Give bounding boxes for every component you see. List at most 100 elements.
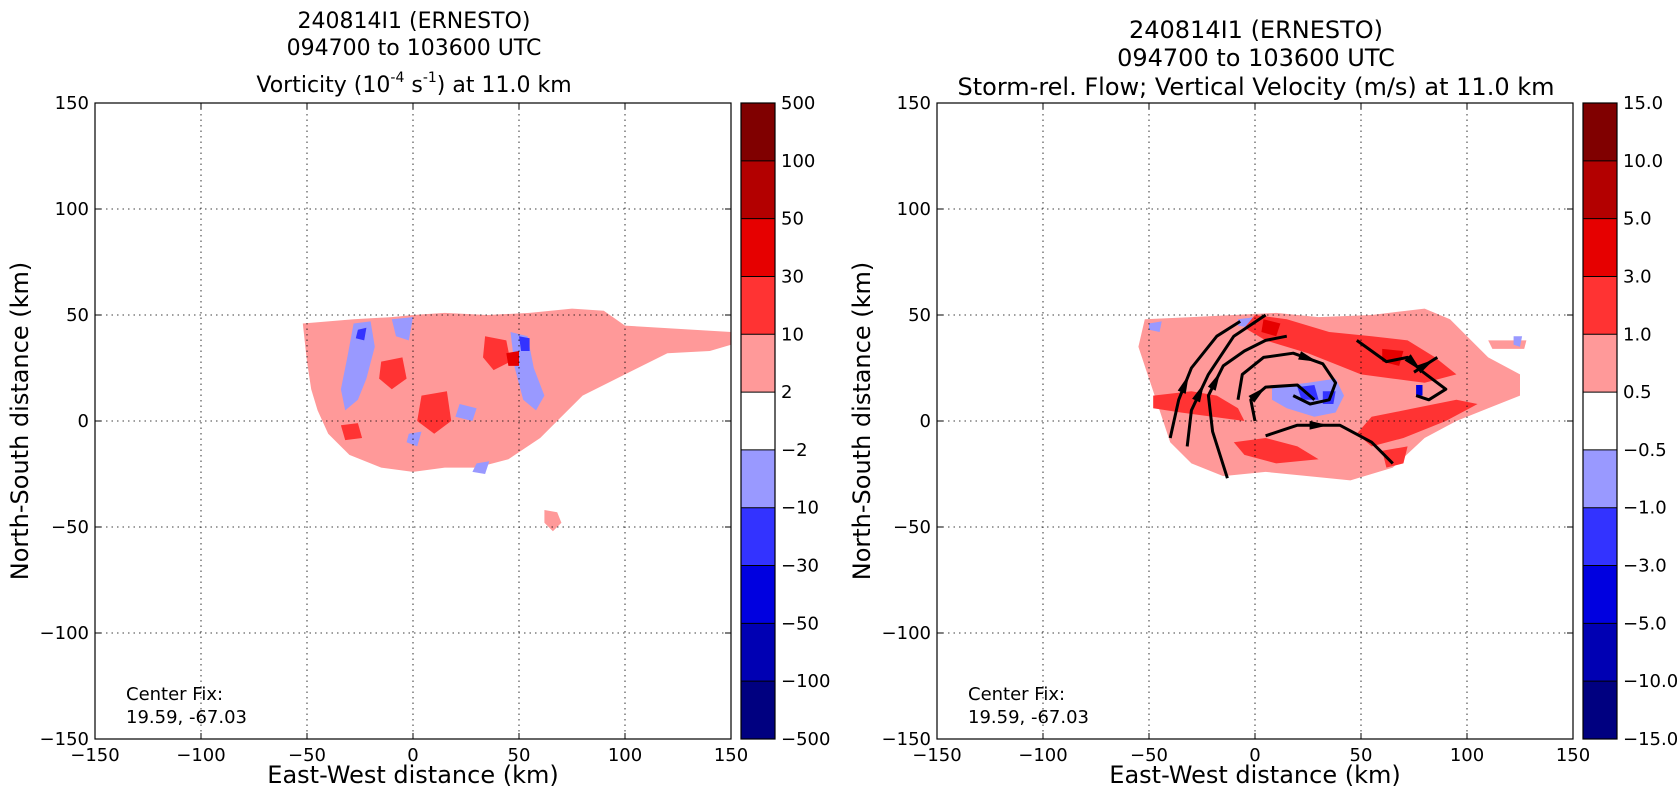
x-tick-label: 150 (714, 745, 748, 766)
colorbar-label: 10.0 (1623, 151, 1663, 172)
y-tick-label: −100 (882, 623, 931, 644)
chart-title-line-2: 094700 to 103600 UTC (1117, 44, 1395, 72)
streamline (1185, 313, 1267, 447)
chart-title-line-1: 240814I1 (ERNESTO) (298, 9, 531, 34)
colorbar-label: −30 (781, 556, 819, 577)
y-tick-label: 0 (920, 411, 931, 432)
center-fix-value: 19.59, -67.03 (126, 707, 247, 728)
contour-region (455, 404, 477, 421)
colorbar-label: −3.0 (1623, 556, 1667, 577)
colorbar-segment (741, 334, 775, 393)
x-tick-label: −50 (1130, 745, 1168, 766)
colorbar-label: 0.5 (1623, 382, 1652, 403)
colorbar-label: −5.0 (1623, 613, 1667, 634)
x-tick-label: 0 (407, 745, 418, 766)
colorbar-segment (1583, 103, 1617, 161)
center-fix-label: Center Fix: (968, 684, 1065, 705)
streamline-arrowhead (1309, 420, 1329, 430)
contour-region (417, 391, 452, 434)
chart-title-line-2: 094700 to 103600 UTC (287, 36, 542, 61)
x-tick-label: 100 (1450, 745, 1484, 766)
title-field-post: ) at 11.0 km (437, 73, 572, 98)
contour-region (483, 336, 511, 371)
center-fix-value: 19.59, -67.03 (968, 707, 1089, 728)
colorbar-segment (741, 276, 775, 335)
contour-region (1153, 391, 1245, 421)
y-tick-label: −100 (40, 623, 89, 644)
colorbar-segment (1583, 623, 1617, 682)
streamline-arrowhead (1192, 383, 1205, 403)
colorbar-label: −500 (781, 729, 830, 750)
colorbar-label: 10 (781, 324, 804, 345)
streamline-arrowhead (1248, 386, 1266, 403)
y-tick-label: −150 (40, 729, 89, 750)
contour-region (391, 317, 413, 341)
title-field-exp1: -4 (390, 70, 404, 86)
colorbar-label: 30 (781, 266, 804, 287)
contour-region (340, 321, 375, 411)
title-field-pre: Vorticity (10 (256, 73, 390, 98)
colorbar-label: −0.5 (1623, 440, 1667, 461)
x-tick-label: 50 (508, 745, 531, 766)
y-tick-label: −50 (51, 517, 89, 538)
colorbar-label: 2 (781, 382, 792, 403)
colorbar-segment (1583, 681, 1617, 739)
y-tick-label: −50 (893, 517, 931, 538)
contour-region (506, 351, 519, 366)
colorbar-label: −50 (781, 613, 819, 634)
contour-region (1244, 315, 1457, 383)
streamline-arrowhead (1177, 374, 1189, 394)
x-tick-label: −50 (288, 745, 326, 766)
contour-region (355, 327, 367, 341)
y-tick-label: 100 (897, 199, 931, 220)
y-tick-label: 50 (908, 305, 931, 326)
colorbar-segment (741, 623, 775, 682)
colorbar-segment (741, 507, 775, 566)
colorbar-segment (1583, 507, 1617, 566)
y-tick-label: 150 (55, 93, 89, 114)
colorbar-segment (741, 160, 775, 219)
colorbar-label: 50 (781, 209, 804, 230)
y-tick-label: −150 (882, 729, 931, 750)
y-ticks: −150 −100 −50 0 50 100 150 (40, 93, 731, 750)
colorbar-label: 100 (781, 151, 815, 172)
colorbar-label: −15.0 (1623, 729, 1677, 750)
x-axis-label: East-West distance (km) (267, 761, 558, 789)
colorbar-label: 1.0 (1623, 324, 1652, 345)
streamline (1236, 351, 1338, 406)
colorbar-segment (1583, 449, 1617, 508)
x-axis-label: East-West distance (km) (1109, 761, 1400, 789)
contour-fills (302, 308, 731, 532)
contour-region (1382, 446, 1408, 468)
contour-region (379, 357, 407, 390)
contour-region (1513, 336, 1523, 347)
colorbar: −500 −100 −50 −30 −10 −2 2 10 30 50 100 500 (740, 93, 830, 750)
contour-region (340, 423, 363, 441)
contour-region (472, 461, 490, 474)
colorbar-label: −10.0 (1623, 671, 1677, 692)
contour-region (1356, 399, 1478, 447)
vorticity-panel: 240814I1 (ERNESTO) 094700 to 103600 UTC … (6, 9, 830, 789)
streamline-arrowhead (1298, 351, 1318, 362)
title-field-mid: s (404, 73, 422, 98)
chart-title-line-1: 240814I1 (ERNESTO) (1129, 16, 1383, 44)
y-axis-label: North-South distance (km) (848, 262, 876, 581)
x-tick-label: 0 (1249, 745, 1260, 766)
colorbar-segment (1583, 565, 1617, 624)
center-fix-label: Center Fix: (126, 684, 223, 705)
colorbar-label: −1.0 (1623, 498, 1667, 519)
chart-title-line-3: Storm-rel. Flow; Vertical Velocity (m/s)… (958, 73, 1555, 101)
colorbar-label: −100 (781, 671, 830, 692)
contour-region (1149, 321, 1162, 332)
contour-region (544, 510, 562, 532)
y-tick-label: 150 (897, 93, 931, 114)
colorbar-segment (1583, 276, 1617, 335)
x-tick-label: −150 (912, 745, 961, 766)
colorbar-segment (741, 392, 775, 450)
y-ticks: −150 −100 −50 0 50 100 150 (882, 93, 1573, 750)
contour-region (1416, 385, 1423, 396)
colorbar-segment (741, 681, 775, 739)
contour-region (406, 431, 422, 447)
colorbar-label: 5.0 (1623, 209, 1652, 230)
